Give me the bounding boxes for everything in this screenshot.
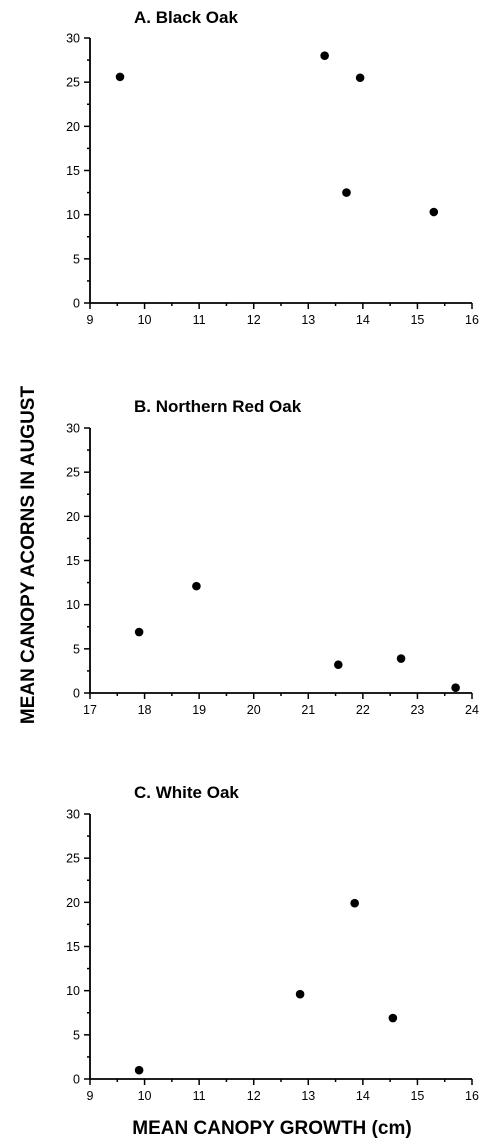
y-axis-label: MEAN CANOPY ACORNS IN AUGUST bbox=[18, 386, 39, 725]
data-point bbox=[115, 72, 125, 82]
x-tick-label: 11 bbox=[193, 313, 206, 327]
y-tick-label: 15 bbox=[66, 164, 80, 178]
x-tick-label: 20 bbox=[247, 703, 261, 717]
x-tick-label: 9 bbox=[87, 313, 94, 327]
y-tick-label: 0 bbox=[73, 297, 80, 311]
y-tick-label: 30 bbox=[66, 808, 80, 822]
x-tick-label: 15 bbox=[410, 1089, 424, 1103]
y-tick-label: 5 bbox=[73, 1028, 80, 1042]
data-point bbox=[388, 1013, 398, 1023]
data-point bbox=[451, 683, 460, 692]
x-tick-label: 13 bbox=[301, 1089, 315, 1103]
panel-title: B. Northern Red Oak bbox=[134, 397, 302, 416]
y-tick-label: 25 bbox=[66, 466, 80, 480]
x-tick-label: 17 bbox=[83, 703, 97, 717]
y-tick-label: 10 bbox=[66, 598, 80, 612]
x-tick-label: 23 bbox=[410, 703, 424, 717]
y-tick-label: 30 bbox=[66, 422, 80, 436]
x-tick-label: 10 bbox=[138, 1089, 152, 1103]
data-point bbox=[342, 188, 351, 197]
x-tick-label: 13 bbox=[301, 313, 315, 327]
panel-title: C. White Oak bbox=[134, 783, 239, 802]
x-tick-label: 22 bbox=[356, 703, 370, 717]
data-point bbox=[134, 1065, 144, 1075]
panel-white-oak: C. White Oak 0 5 10 15 20 25 30 9 10 11 12 13 14 15 16 bbox=[66, 783, 479, 1103]
x-tick-label: 14 bbox=[356, 1089, 370, 1103]
data-point bbox=[334, 660, 343, 670]
y-tick-label: 25 bbox=[66, 76, 80, 90]
x-tick-label: 12 bbox=[247, 313, 261, 327]
data-point bbox=[396, 654, 406, 663]
panel-northern-red-oak: B. Northern Red Oak 0 5 10 15 20 25 30 17 18 19 20… bbox=[66, 397, 479, 717]
data-point bbox=[320, 51, 329, 60]
x-axis-label: MEAN CANOPY GROWTH (cm) bbox=[132, 1118, 411, 1139]
x-tick-label: 10 bbox=[138, 313, 152, 327]
panel-title: A. Black Oak bbox=[134, 8, 238, 27]
y-tick-label: 20 bbox=[66, 896, 80, 910]
y-tick-label: 5 bbox=[73, 252, 80, 266]
x-tick-label: 24 bbox=[465, 703, 479, 717]
x-tick-label: 16 bbox=[465, 313, 479, 327]
data-point bbox=[350, 898, 359, 908]
y-tick-label: 30 bbox=[66, 32, 80, 46]
y-tick-label: 25 bbox=[66, 852, 80, 866]
data-point bbox=[355, 73, 365, 83]
data-point bbox=[295, 989, 305, 999]
x-tick-label: 15 bbox=[410, 313, 424, 327]
y-tick-label: 0 bbox=[73, 1073, 80, 1087]
y-tick-label: 10 bbox=[66, 208, 80, 222]
x-tick-label: 19 bbox=[192, 703, 206, 717]
panel-black-oak: A. Black Oak 0 5 10 15 20 25 30 9 10 11 12 13 14 15 16 bbox=[66, 8, 479, 327]
x-tick-label: 12 bbox=[247, 1089, 261, 1103]
y-tick-label: 20 bbox=[66, 510, 80, 524]
y-tick-label: 20 bbox=[66, 120, 80, 134]
y-tick-label: 10 bbox=[66, 984, 80, 998]
x-tick-label: 9 bbox=[87, 1089, 94, 1103]
x-tick-label: 16 bbox=[465, 1089, 479, 1103]
x-tick-label: 21 bbox=[301, 703, 315, 717]
y-tick-label: 15 bbox=[66, 554, 80, 568]
y-tick-label: 0 bbox=[73, 687, 80, 701]
data-point bbox=[192, 581, 201, 591]
y-tick-label: 15 bbox=[66, 940, 80, 954]
x-tick-label: 11 bbox=[193, 1089, 206, 1103]
x-tick-label: 18 bbox=[138, 703, 152, 717]
x-tick-label: 14 bbox=[356, 313, 370, 327]
data-point bbox=[134, 627, 144, 637]
y-tick-label: 5 bbox=[73, 642, 80, 656]
data-point bbox=[429, 207, 439, 217]
